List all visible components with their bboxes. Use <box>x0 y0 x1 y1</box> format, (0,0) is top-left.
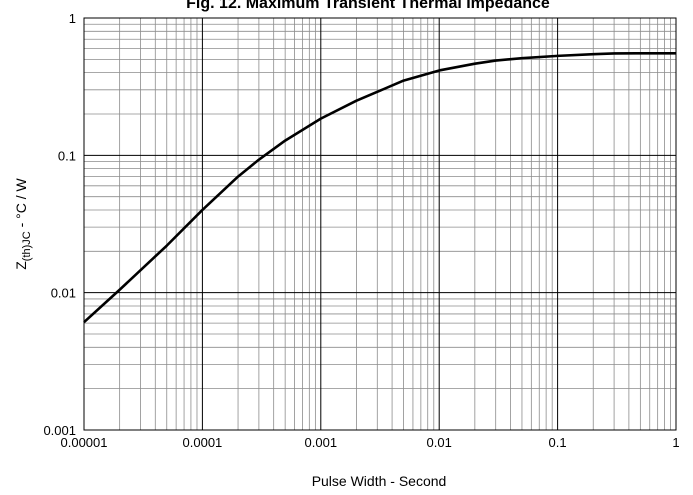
x-tick-label: 1 <box>672 435 679 450</box>
y-tick-label: 0.1 <box>58 148 76 163</box>
plot-frame <box>83 17 677 431</box>
y-tick-label: 0.01 <box>51 286 76 301</box>
y-tick-label: 1 <box>69 11 76 26</box>
series-line <box>83 52 676 324</box>
major-gridlines <box>83 17 677 431</box>
y-tick-labels: 0.001 0.01 0.1 1 <box>43 11 76 438</box>
x-tick-labels: 0.00001 0.0001 0.001 0.01 0.1 1 <box>61 435 680 450</box>
chart-title: Fig. 12. Maximum Transient Thermal Imped… <box>186 0 550 12</box>
x-tick-label: 0.1 <box>549 435 567 450</box>
x-tick-label: 0.01 <box>427 435 452 450</box>
x-axis-label: Pulse Width - Second <box>312 473 447 489</box>
x-tick-label: 0.0001 <box>183 435 223 450</box>
x-tick-label: 0.00001 <box>61 435 108 450</box>
minor-gridlines <box>84 18 676 430</box>
x-tick-label: 0.001 <box>305 435 338 450</box>
y-tick-label: 0.001 <box>43 423 76 438</box>
y-axis-label: Z(th)JC - °C / W <box>13 177 33 269</box>
